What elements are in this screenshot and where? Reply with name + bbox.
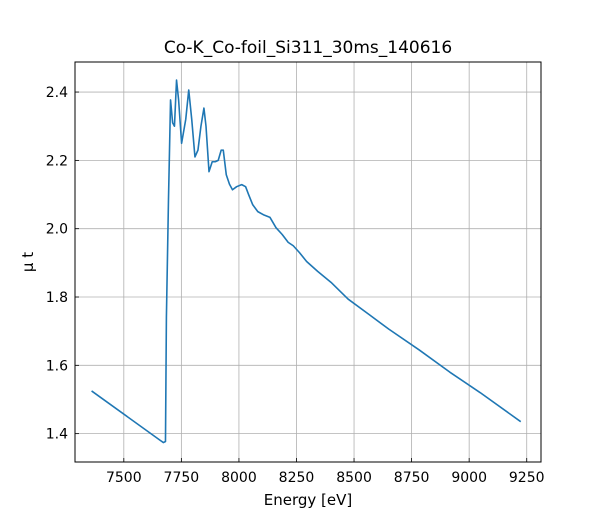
y-tick-label: 2.4 [46, 85, 68, 101]
x-tick-label: 9000 [451, 470, 487, 486]
y-tick-label: 1.8 [46, 290, 68, 306]
chart-title: Co-K_Co-foil_Si311_30ms_140616 [164, 38, 452, 58]
plot-frame [74, 61, 542, 463]
y-tick-label: 1.4 [46, 427, 68, 443]
x-tick-label: 8500 [336, 470, 372, 486]
y-tick-label: 2.0 [46, 222, 68, 238]
x-axis-label: Energy [eV] [264, 491, 352, 509]
data-line [91, 79, 522, 444]
x-tick-label: 8000 [221, 470, 257, 486]
x-tick-label: 8750 [394, 470, 430, 486]
x-tick-label: 8250 [279, 470, 315, 486]
y-tick-label: 2.2 [46, 153, 68, 169]
y-tick-label: 1.6 [46, 358, 68, 374]
x-tick-label: 7750 [164, 470, 200, 486]
y-axis-label: μ t [19, 252, 37, 272]
x-tick-label: 9250 [509, 470, 545, 486]
x-tick-label: 7500 [106, 470, 142, 486]
